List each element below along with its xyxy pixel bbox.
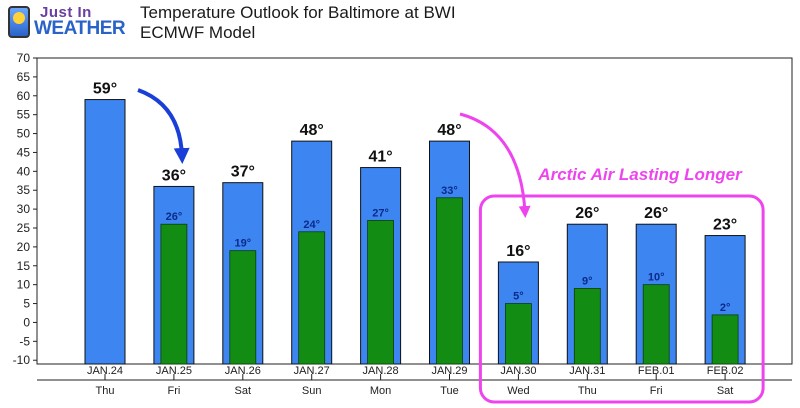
logo: Just In WEATHER (4, 4, 136, 44)
y-tick-label: 60 (17, 89, 31, 103)
blue-arrow-icon (137, 88, 190, 164)
y-tick-label: 30 (17, 202, 31, 216)
x-day-label: Wed (507, 385, 529, 397)
bar-high (84, 99, 126, 365)
data-label-low: 2° (720, 302, 731, 314)
data-label-low: 5° (513, 291, 524, 303)
y-tick-label: 15 (17, 259, 31, 273)
y-tick-label: 5 (23, 297, 30, 311)
bar-low (642, 284, 670, 365)
y-tick-label: -10 (13, 353, 31, 367)
data-label-high: 37° (231, 164, 255, 181)
y-tick-label: 70 (17, 51, 31, 65)
data-label-high: 16° (506, 243, 530, 260)
y-tick-label: -5 (19, 334, 30, 348)
data-label-high: 26° (644, 205, 668, 222)
y-tick-label: 50 (17, 127, 31, 141)
bar-low (367, 220, 395, 365)
data-label-low: 9° (582, 275, 593, 287)
chart-title: Temperature Outlook for Baltimore at BWI (140, 3, 456, 22)
x-day-label: Sat (235, 385, 252, 397)
x-day-label: Fri (167, 385, 180, 397)
bar-low (229, 250, 257, 365)
y-tick-label: 10 (17, 278, 31, 292)
y-tick-label: 45 (17, 145, 31, 159)
data-label-low: 33° (441, 185, 458, 197)
logo-text-top: Just In (40, 4, 92, 21)
x-tick-label: JAN.26 (225, 365, 261, 377)
x-tick-label: JAN.28 (363, 365, 399, 377)
data-label-high: 48° (437, 122, 461, 139)
x-tick-label: JAN.31 (569, 365, 605, 377)
data-label-high: 36° (162, 167, 186, 184)
data-label-high: 41° (368, 149, 392, 166)
data-label-low: 10° (648, 272, 665, 284)
x-tick-label: JAN.25 (156, 365, 192, 377)
y-tick-label: 20 (17, 240, 31, 254)
x-day-label: Sat (717, 385, 734, 397)
y-tick-label: 40 (17, 164, 31, 178)
x-day-label: Fri (650, 385, 663, 397)
y-tick-label: 0 (23, 315, 30, 329)
y-tick-label: 25 (17, 221, 31, 235)
phone-sun-icon (8, 6, 30, 38)
data-label-high: 59° (93, 81, 117, 98)
bar-low (504, 303, 532, 365)
data-label-high: 23° (713, 217, 737, 234)
y-tick-label: 55 (17, 108, 31, 122)
bar-low (160, 223, 188, 365)
annotation-text: Arctic Air Lasting Longer (537, 165, 743, 184)
data-label-high: 26° (575, 205, 599, 222)
x-day-label: Sun (302, 385, 322, 397)
x-tick-label: JAN.24 (87, 365, 123, 377)
magenta-arrow-icon (459, 112, 531, 218)
highlight-box (478, 194, 765, 404)
y-tick-label: 35 (17, 183, 31, 197)
x-tick-label: JAN.29 (431, 365, 467, 377)
x-tick-label: JAN.30 (500, 365, 536, 377)
y-tick-label: 65 (17, 70, 31, 84)
data-label-high: 48° (300, 122, 324, 139)
x-day-label: Tue (440, 385, 459, 397)
x-tick-label: FEB.02 (707, 365, 744, 377)
data-label-low: 27° (372, 207, 389, 219)
plot-frame (36, 57, 793, 365)
chart-subtitle: ECMWF Model (140, 23, 256, 42)
x-day-label: Thu (96, 385, 115, 397)
bar-low (298, 231, 326, 365)
x-tick-label: JAN.27 (294, 365, 330, 377)
data-label-low: 24° (303, 219, 320, 231)
data-label-low: 19° (234, 238, 251, 250)
bar-low (436, 197, 463, 365)
data-label-low: 26° (166, 211, 183, 223)
bar-low (711, 314, 739, 365)
x-day-label: Mon (370, 385, 391, 397)
bar-low (573, 288, 601, 365)
x-day-label: Thu (578, 385, 597, 397)
x-tick-label: FEB.01 (638, 365, 675, 377)
logo-text-bottom: WEATHER (34, 18, 126, 39)
